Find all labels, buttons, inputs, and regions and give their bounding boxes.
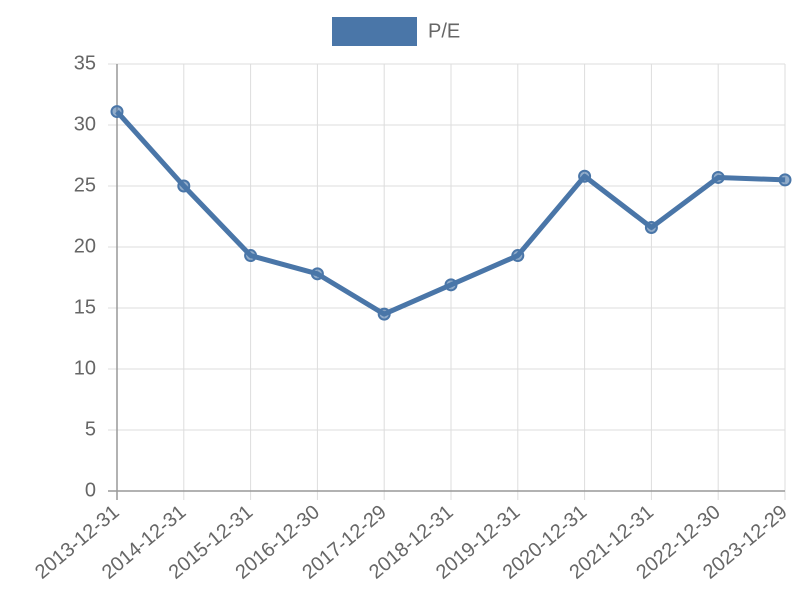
point [511,249,525,263]
legend-swatch [332,17,417,46]
y-tick-label: 10 [74,357,96,379]
point [310,267,324,281]
y-tick-label: 15 [74,296,96,318]
point [578,169,592,183]
point [778,173,792,187]
y-tick-label: 25 [74,174,96,196]
point [377,307,391,321]
point [444,278,458,292]
point [110,105,124,119]
y-tick-label: 20 [74,235,96,257]
point [644,220,658,234]
point [177,179,191,193]
y-tick-label: 0 [85,479,96,501]
y-tick-label: 5 [85,418,96,440]
legend-label: P/E [428,20,460,42]
point [711,170,725,184]
y-tick-label: 30 [74,113,96,135]
point [244,249,258,263]
y-tick-label: 35 [74,52,96,74]
